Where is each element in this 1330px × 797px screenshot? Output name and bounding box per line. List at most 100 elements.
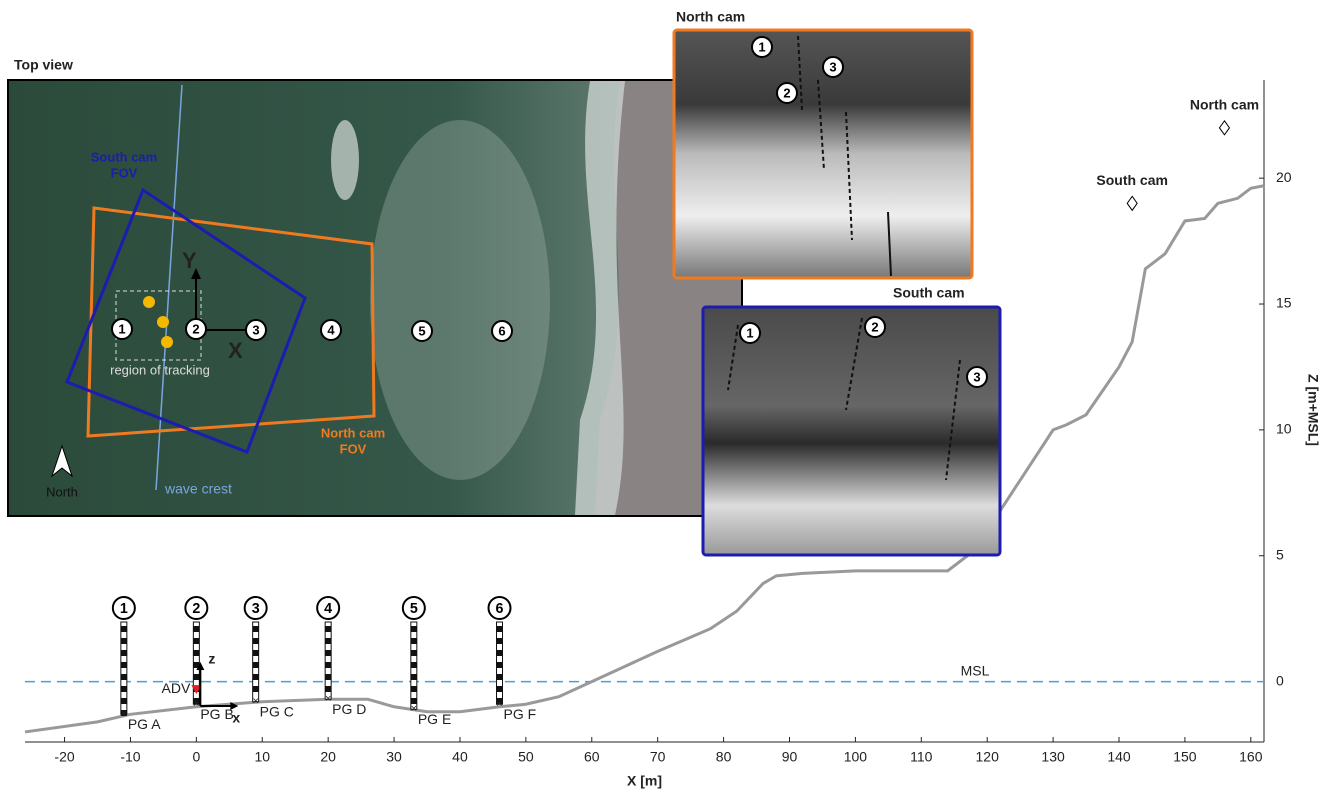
x-tick-label: 150 [1173, 749, 1197, 765]
pole-stripe [253, 626, 259, 632]
y-tick-label: 5 [1276, 546, 1284, 562]
x-tick-label: 70 [650, 749, 666, 765]
pole-stripe [121, 626, 127, 632]
marker-number: 1 [758, 39, 765, 54]
dot [143, 296, 155, 308]
x-tick-label: 80 [716, 749, 732, 765]
marker-number: 3 [252, 601, 260, 617]
pole-stripe [253, 662, 259, 668]
pole-stripe [325, 662, 331, 668]
fov-label: FOV [340, 441, 367, 456]
x-tick-label: 140 [1107, 749, 1131, 765]
north-label: North [46, 484, 78, 499]
pole-stripe [325, 638, 331, 644]
pole-stripe [497, 686, 503, 692]
x-axis-label: X [m] [627, 773, 662, 789]
pole-stripe [411, 650, 417, 656]
marker-number: 2 [192, 321, 199, 336]
foam [370, 120, 550, 480]
fov-label: North cam [321, 425, 385, 440]
marker-number: 4 [324, 601, 332, 617]
inset-title: North cam [676, 9, 745, 25]
x-tick-label: 130 [1041, 749, 1065, 765]
x-tick-label: 100 [844, 749, 868, 765]
x-tick-label: 60 [584, 749, 600, 765]
y-tick-label: 15 [1276, 295, 1292, 311]
camera-label: North cam [1190, 97, 1259, 113]
local-axis-label: x [232, 710, 240, 726]
camera-marker [1219, 121, 1229, 135]
marker-number: 2 [783, 85, 790, 100]
gauge-x-mark: × [121, 708, 127, 720]
north-inset: North cam 1 2 3 [674, 9, 972, 278]
pole-stripe [325, 650, 331, 656]
dot [157, 316, 169, 328]
y-tick-label: 0 [1276, 672, 1284, 688]
top-view-panel: Top view Y X South cam FOV North cam FOV… [8, 57, 742, 516]
gauge-label: PG B [200, 706, 233, 722]
x-tick-label: 160 [1239, 749, 1263, 765]
panel-title: Top view [14, 57, 73, 73]
x-tick-label: -10 [120, 749, 140, 765]
pole-stripe [121, 686, 127, 692]
x-tick-label: 40 [452, 749, 468, 765]
marker-number: 2 [192, 601, 200, 617]
msl-label: MSL [961, 662, 990, 678]
marker-number: 3 [252, 322, 259, 337]
pole-stripe [497, 638, 503, 644]
crest-label: wave crest [164, 481, 232, 497]
pole-stripe [193, 626, 199, 632]
gauge-x-mark: × [325, 693, 331, 705]
foam [331, 120, 359, 200]
gauge-x-mark: × [193, 698, 199, 710]
axis-label: Y [182, 248, 197, 273]
marker-number: 6 [498, 323, 505, 338]
gauge-x-mark: × [496, 698, 502, 710]
pole-stripe [253, 686, 259, 692]
pole-stripe [411, 638, 417, 644]
marker-number: 2 [871, 319, 878, 334]
x-tick-label: -20 [54, 749, 74, 765]
gauge-x-mark: × [411, 703, 417, 715]
x-tick-label: 20 [320, 749, 336, 765]
pole-stripe [253, 650, 259, 656]
region-label: region of tracking [110, 362, 210, 377]
south-inset: South cam 123 [703, 285, 1000, 555]
pole-stripe [497, 626, 503, 632]
marker-number: 4 [327, 322, 335, 337]
fov-label: FOV [111, 165, 138, 180]
marker-number: 3 [829, 59, 836, 74]
pole-stripe [253, 674, 259, 680]
x-tick-label: 90 [782, 749, 798, 765]
camera-label: South cam [1096, 172, 1168, 188]
marker-number: 1 [118, 321, 125, 336]
fov-label: South cam [91, 149, 157, 164]
y-tick-label: 10 [1276, 421, 1292, 437]
marker-number: 5 [418, 323, 425, 338]
pole-stripe [411, 674, 417, 680]
gauge-x-mark: × [252, 696, 258, 708]
pole-stripe [193, 674, 199, 680]
local-axis-label: z [208, 651, 215, 667]
pole-stripe [325, 686, 331, 692]
x-tick-label: 10 [254, 749, 270, 765]
gauge-label: PG A [128, 716, 161, 732]
pole-stripe [497, 662, 503, 668]
pole-stripe [121, 674, 127, 680]
pole-stripe [497, 650, 503, 656]
pole-stripe [325, 674, 331, 680]
x-tick-label: 120 [976, 749, 1000, 765]
adv-label: ADV [162, 680, 191, 696]
gauge-label: PG D [332, 701, 366, 717]
marker-number: 6 [496, 601, 504, 617]
pole-stripe [121, 698, 127, 704]
dot [161, 336, 173, 348]
pole-stripe [121, 650, 127, 656]
y-tick-label: 20 [1276, 169, 1292, 185]
marker-number: 1 [120, 601, 128, 617]
camera-marker [1127, 196, 1137, 210]
gauge-label: PG F [504, 706, 537, 722]
gauge-label: PG E [418, 711, 451, 727]
marker-number: 1 [746, 325, 753, 340]
pole-stripe [325, 626, 331, 632]
